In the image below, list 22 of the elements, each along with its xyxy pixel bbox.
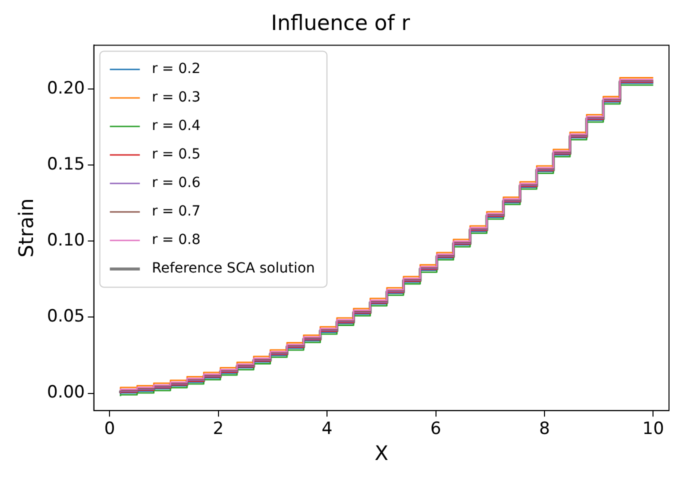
legend-label: r = 0.7: [152, 204, 201, 220]
y-tick-label: 0.10: [46, 230, 85, 251]
y-tick-label: 0.20: [46, 78, 85, 98]
legend-label: r = 0.8: [152, 232, 201, 248]
legend-label: r = 0.5: [152, 146, 201, 163]
x-tick-label: 0: [104, 419, 116, 440]
legend-label: r = 0.6: [152, 175, 201, 192]
x-tick-label: 10: [642, 419, 664, 440]
chart-title: Influence of r: [271, 11, 410, 36]
x-tick-label: 8: [539, 419, 550, 440]
x-tick-label: 6: [430, 419, 442, 440]
y-tick-label: 0.00: [46, 382, 85, 403]
y-axis-title: Strain: [14, 198, 38, 258]
x-tick-label: 4: [322, 419, 332, 440]
legend-label: r = 0.2: [152, 61, 201, 78]
y-tick-label: 0.05: [46, 306, 85, 327]
legend-label: r = 0.3: [152, 90, 201, 106]
y-tick-label: 0.15: [46, 154, 85, 174]
x-axis-title: X: [374, 441, 389, 466]
legend-label: Reference SCA solution: [152, 260, 315, 277]
x-tick-label: 2: [212, 419, 224, 440]
legend-label: r = 0.4: [152, 118, 201, 134]
